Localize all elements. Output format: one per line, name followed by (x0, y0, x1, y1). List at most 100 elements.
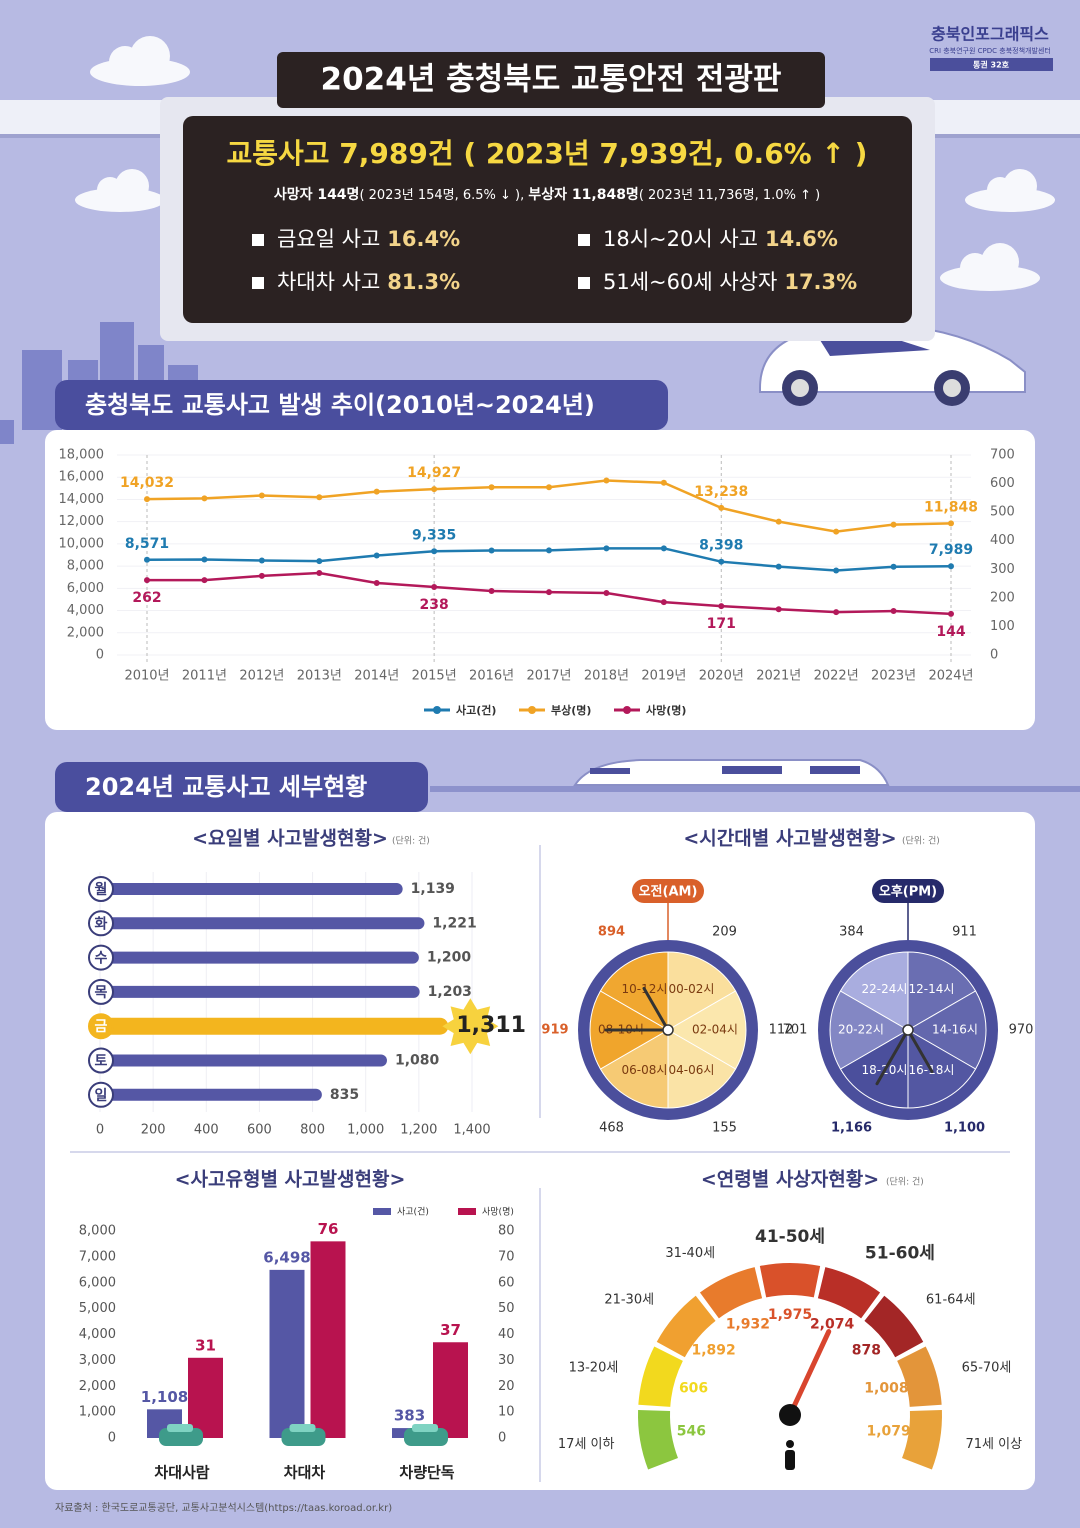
highlight-value: 14.6% (765, 227, 838, 251)
day-label: 목 (95, 985, 108, 1001)
sector (599, 1029, 669, 1109)
value-label: 1,008 (864, 1381, 908, 1397)
y2-tick-label: 30 (498, 1353, 515, 1368)
point (488, 484, 495, 491)
value-label: 11,848 (924, 499, 978, 515)
y-tick-label: 7,000 (79, 1249, 116, 1264)
detail-part: ( 2023년 11,736명, 1.0% ↑ ) (639, 188, 820, 203)
burst (442, 998, 499, 1055)
day-label: 금 (95, 1019, 108, 1035)
point (144, 556, 150, 563)
source: 자료출처 : 한국도로교통공단, 교통사고분석시스템(https://taas.… (55, 1502, 392, 1514)
point (660, 545, 667, 552)
x-tick-label: 2013년 (297, 669, 342, 684)
car-icon (159, 1428, 203, 1446)
gauge-segment (902, 1409, 942, 1470)
point (258, 492, 265, 499)
chart-unit: (단위: 건) (902, 836, 940, 847)
point (488, 588, 495, 594)
x-tick-label: 차량단독 (399, 1464, 454, 1482)
value-label: 1,166 (831, 1120, 872, 1135)
x-tick-label: 2014년 (354, 669, 399, 684)
value-label: 1,100 (944, 1120, 985, 1135)
bullet (252, 277, 264, 289)
gauge-segment (656, 1295, 716, 1358)
highlight-value: 17.3% (784, 270, 857, 294)
highlight: 차대차 사고 81.3% (277, 270, 460, 294)
section-title: 2024년 교통사고 세부현황 (85, 773, 367, 801)
value-label: 7,989 (929, 542, 973, 558)
car-window (167, 1424, 193, 1432)
x-tick-label: 800 (300, 1123, 325, 1138)
sector (839, 1029, 909, 1109)
y-tick-label: 0 (96, 648, 104, 663)
value-label: 1,108 (141, 1388, 188, 1406)
y2-tick-label: 500 (990, 505, 1015, 520)
point (373, 580, 380, 586)
sector (907, 951, 977, 1031)
y2-tick-label: 0 (498, 1431, 506, 1446)
value-label: 1,892 (691, 1342, 735, 1358)
y2-tick-label: 70 (498, 1249, 515, 1264)
value-label: 13,238 (694, 484, 748, 500)
x-tick-label: 2010년 (124, 669, 169, 684)
day-badge (88, 910, 114, 937)
person-body (785, 1450, 795, 1470)
value-label: 1,203 (428, 984, 472, 1000)
value-label: 384 (839, 925, 864, 940)
day-badge (88, 944, 114, 971)
y-tick-label: 4,000 (67, 603, 104, 618)
x-tick-label: 2022년 (814, 669, 859, 684)
y-tick-label: 10,000 (59, 536, 105, 551)
age-label: 65-70세 (962, 1360, 1012, 1375)
y-tick-label: 1,000 (79, 1405, 116, 1420)
chart-title: <시간대별 사고발생현황> (683, 827, 896, 850)
chart-title: <사고유형별 사고발생현황> (175, 1168, 406, 1191)
sector-label: 22-24시 (862, 982, 908, 996)
sector (906, 990, 987, 1070)
point (488, 547, 495, 554)
y-tick-label: 4,000 (79, 1327, 116, 1342)
value-label: 878 (852, 1342, 881, 1358)
point (603, 545, 610, 552)
value-label: 31 (195, 1336, 216, 1354)
point (431, 584, 438, 590)
y2-tick-label: 100 (990, 619, 1015, 634)
value-label: 144 (936, 624, 965, 640)
point (201, 556, 208, 563)
value-label: 970 (1009, 1023, 1034, 1038)
point (316, 494, 323, 501)
legend-label: 사고(건) (397, 1207, 429, 1218)
day-badge (88, 1081, 114, 1108)
age-label: 31-40세 (665, 1246, 715, 1261)
value-label: 1,200 (427, 950, 472, 966)
legend-swatch (373, 1208, 391, 1215)
y2-tick-label: 400 (990, 533, 1015, 548)
point (833, 609, 840, 616)
point (718, 558, 725, 565)
value-label: 14,032 (120, 475, 174, 491)
x-tick-label: 1,000 (347, 1123, 384, 1138)
value-label: 1,080 (395, 1053, 440, 1069)
value-label: 171 (707, 616, 736, 632)
y-tick-label: 8,000 (67, 559, 104, 574)
point (144, 496, 150, 503)
point (833, 567, 840, 574)
screen (183, 116, 912, 323)
point (546, 484, 552, 491)
point (144, 577, 150, 584)
value-label: 1,311 (456, 1013, 526, 1038)
highlight: 18시~20시 사고 14.6% (603, 227, 838, 251)
value-label: 2,074 (810, 1316, 855, 1332)
value-label: 8,571 (125, 536, 169, 552)
point (718, 504, 725, 511)
bar (188, 1357, 223, 1438)
day-label: 일 (95, 1088, 108, 1104)
y2-tick-label: 600 (990, 476, 1015, 491)
x-tick-label: 2017년 (526, 669, 571, 684)
sector-label: 12-14시 (909, 982, 955, 996)
x-tick-label: 차대차 (284, 1464, 326, 1482)
x-tick-label: 차대사람 (154, 1464, 209, 1482)
bar (310, 1241, 346, 1438)
value-label: 835 (330, 1087, 359, 1103)
